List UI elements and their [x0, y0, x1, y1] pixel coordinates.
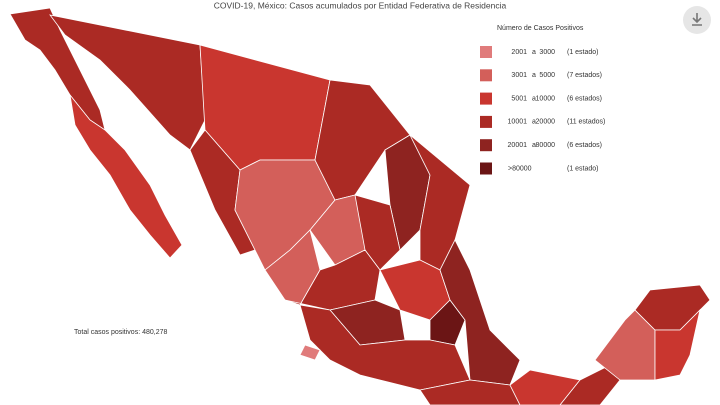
- legend-sep: a: [532, 119, 536, 126]
- legend-sep: a: [532, 72, 536, 79]
- title: COVID-19, México: Casos acumulados por E…: [214, 0, 507, 10]
- legend-from: 20001: [508, 142, 528, 149]
- legend-from: 2001: [511, 49, 527, 56]
- legend-count: (1 estado): [567, 165, 599, 172]
- download-button[interactable]: [683, 6, 711, 34]
- legend-to: 10000: [536, 95, 556, 102]
- legend-swatch: [480, 46, 492, 58]
- legend-sep: a: [532, 95, 536, 102]
- legend-from: 3001: [511, 72, 527, 79]
- legend-to: 80000: [536, 142, 556, 149]
- legend-title: Número de Casos Positivos: [497, 25, 584, 32]
- legend-from: >80000: [508, 165, 532, 172]
- legend-to: 3000: [539, 49, 555, 56]
- legend-swatch: [480, 92, 492, 105]
- legend-sep: a: [532, 142, 536, 149]
- legend-swatch: [480, 69, 492, 82]
- legend-swatch: [480, 115, 492, 128]
- total-positive: Total casos positivos: 480,278: [74, 329, 167, 336]
- legend-from: 5001: [511, 95, 527, 102]
- legend-from: 10001: [508, 119, 528, 126]
- legend-count: (7 estados): [567, 72, 602, 79]
- legend-count: (11 estados): [567, 119, 605, 126]
- legend-swatch: [480, 162, 492, 175]
- mexico-map: [9, 7, 711, 405]
- legend-swatch: [480, 139, 492, 152]
- legend-count: (6 estados): [567, 142, 602, 149]
- legend-count: (1 estado): [567, 49, 599, 56]
- legend-count: (6 estados): [567, 95, 602, 102]
- legend: 2001 a 3000 (1 estado)3001 a 5000 (7 estados)5…: [480, 46, 605, 175]
- legend-to: 20000: [536, 119, 556, 126]
- legend-sep: a: [532, 49, 536, 56]
- legend-to: 5000: [539, 72, 555, 79]
